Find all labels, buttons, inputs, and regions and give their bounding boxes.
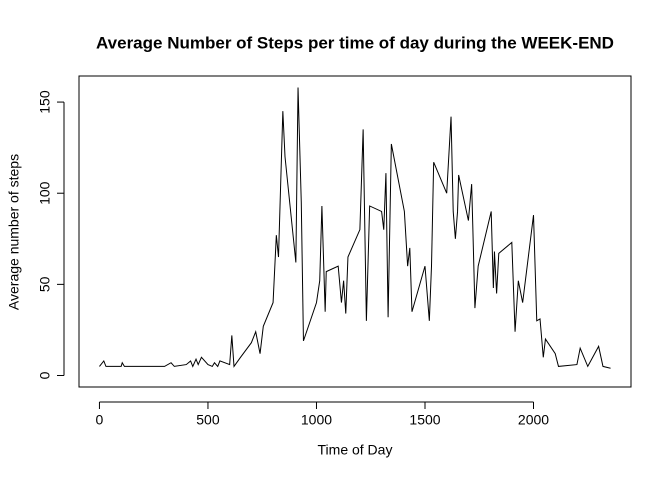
y-tick-label: 50 — [37, 276, 53, 292]
y-axis-label: Average number of steps — [6, 154, 22, 310]
x-axis-label: Time of Day — [318, 442, 393, 458]
chart-title: Average Number of Steps per time of day … — [96, 33, 614, 52]
y-tick-label: 0 — [37, 371, 53, 379]
y-tick-label: 150 — [37, 90, 53, 114]
x-tick-label: 1500 — [409, 412, 440, 428]
data-line — [99, 87, 611, 369]
x-tick-label: 1000 — [301, 412, 332, 428]
x-tick-label: 500 — [196, 412, 220, 428]
x-tick-label: 2000 — [518, 412, 549, 428]
plot-box — [78, 75, 632, 388]
y-tick-label: 100 — [37, 181, 53, 205]
x-tick-label: 0 — [96, 412, 104, 428]
